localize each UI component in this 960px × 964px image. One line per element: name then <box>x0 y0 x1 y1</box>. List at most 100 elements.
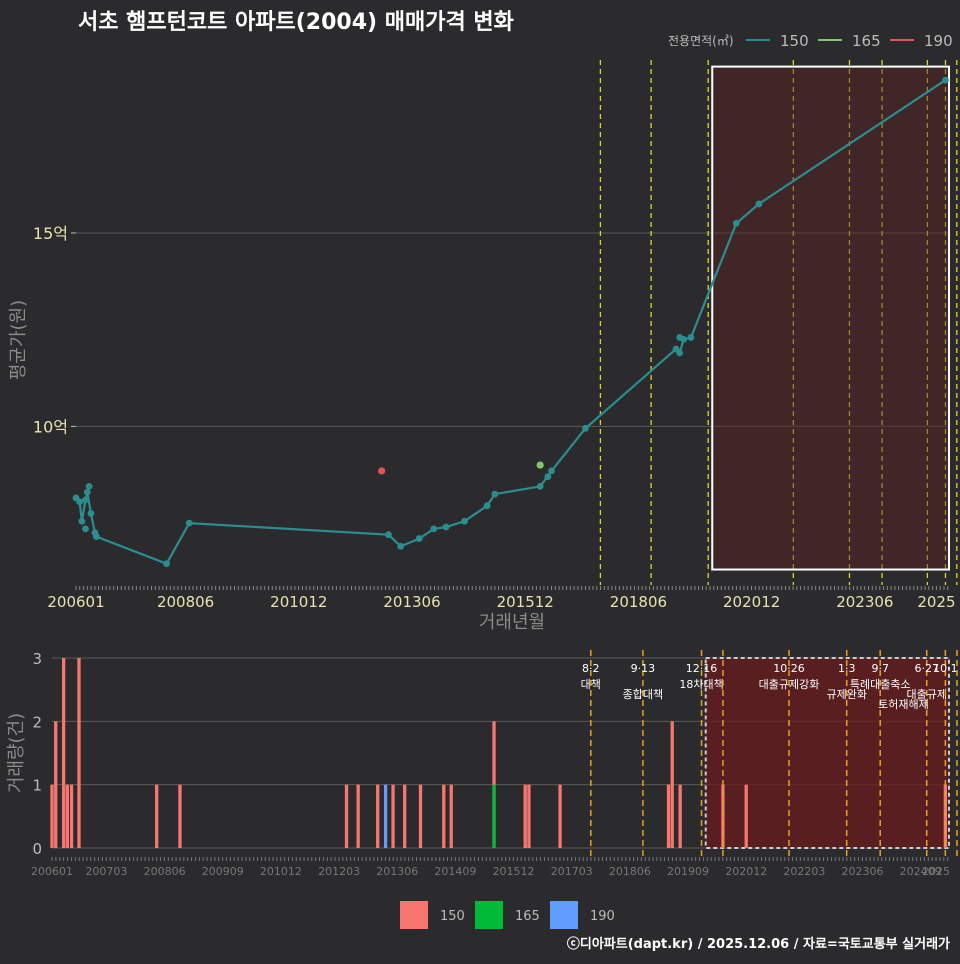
volume-legend-label-165: 165 <box>515 909 540 924</box>
price-point-150 <box>536 482 544 490</box>
policy-date-label: 9·13 <box>631 662 656 675</box>
volume-bar-150 <box>442 784 446 848</box>
policy-date-label: 9·7 <box>871 662 889 675</box>
price-point-150 <box>87 510 95 517</box>
volume-bar-150 <box>54 721 58 848</box>
volume-bar-150 <box>155 784 159 848</box>
price-point-150 <box>397 542 405 550</box>
policy-date-label: 1·3 <box>838 662 856 675</box>
volume-bar-150 <box>344 784 349 848</box>
policy-name-label: 대출규제강화 <box>759 678 820 691</box>
volume-bar-150 <box>523 784 527 848</box>
volume-bar-150 <box>178 784 182 848</box>
price-x-tick-label: 201012 <box>270 593 327 611</box>
volume-bar-150 <box>50 784 54 848</box>
price-x-tick-label: 201512 <box>497 593 554 611</box>
volume-x-tick-label: 202012 <box>725 865 767 878</box>
volume-y-tick-label: 2 <box>32 713 42 731</box>
policy-date-label: 10·1 <box>933 662 958 675</box>
price-point-150 <box>430 525 438 533</box>
price-y-tick-label: 15억 <box>33 224 68 243</box>
price-x-tick-label: 201306 <box>383 593 440 611</box>
price-x-axis-title: 거래년월 <box>479 612 545 633</box>
volume-x-tick-label: 200703 <box>85 865 127 878</box>
price-legend-label-165: 165 <box>852 32 881 50</box>
price-point-150 <box>676 349 684 357</box>
volume-y-tick-label: 3 <box>32 650 42 668</box>
price-highlight-box <box>711 65 951 571</box>
volume-bar-150 <box>403 784 407 848</box>
volume-x-tick-label: 202306 <box>842 865 884 878</box>
price-point-150 <box>483 502 491 510</box>
policy-date-label: 12·16 <box>686 662 718 675</box>
volume-bar-150 <box>391 784 395 848</box>
volume-bar-150 <box>744 784 748 848</box>
volume-bar-150 <box>61 658 66 848</box>
price-point-150 <box>83 488 91 496</box>
volume-bar-150 <box>678 784 682 848</box>
volume-legend-key-150 <box>400 901 428 929</box>
volume-x-tick-label: 201703 <box>551 865 593 878</box>
price-point-150 <box>544 473 552 481</box>
volume-legend-label-150: 150 <box>440 909 465 924</box>
price-point-150 <box>461 517 468 525</box>
price-point-150 <box>582 424 589 432</box>
volume-bar-150 <box>492 721 496 848</box>
price-legend-label-150: 150 <box>780 32 809 50</box>
volume-x-tick-label: 201203 <box>318 865 360 878</box>
volume-legend-label-190: 190 <box>590 909 615 924</box>
volume-legend-key-190 <box>550 901 578 929</box>
policy-name-label: 토허재해제 <box>878 697 929 711</box>
volume-bar-150 <box>721 784 725 848</box>
volume-x-tick-label: 200806 <box>144 865 186 878</box>
price-point-150 <box>491 490 499 498</box>
price-x-tick-label: 200806 <box>157 593 214 611</box>
price-point-165 <box>536 461 544 469</box>
price-point-150 <box>676 334 684 341</box>
price-y-tick-label: 10억 <box>33 417 68 436</box>
price-x-tick-label: 202306 <box>836 593 893 611</box>
price-point-150 <box>92 533 100 541</box>
volume-x-tick-label: 202409 <box>900 865 942 878</box>
volume-y-axis-title: 거래량(건) <box>6 713 27 793</box>
volume-bar-150 <box>65 784 70 848</box>
volume-bar-150 <box>449 784 453 848</box>
price-point-150 <box>687 334 695 341</box>
price-x-tick-label: 2025 <box>917 593 955 611</box>
volume-x-tick-label: 201012 <box>260 865 302 878</box>
policy-name-label: 대출규제 <box>906 688 946 701</box>
price-point-190 <box>378 467 386 475</box>
price-x-tick-label: 202012 <box>723 593 780 611</box>
price-point-150 <box>82 496 89 504</box>
price-point-150 <box>942 76 949 84</box>
volume-highlight-box <box>704 657 951 849</box>
footer-credit: ⓒ디아파트(dapt.kr) / 2025.12.06 / 자료=국토교통부 실… <box>567 936 950 952</box>
volume-y-tick-label: 0 <box>32 840 42 858</box>
volume-legend-key-165 <box>475 901 503 929</box>
policy-name-label: 종합대책 <box>623 688 663 701</box>
chart-title: 서초 햄프턴코트 아파트(2004) 매매가격 변화 <box>78 10 514 35</box>
volume-bar-150 <box>418 784 423 848</box>
policy-date-label: 8·2 <box>582 662 600 675</box>
volume-bar-150 <box>356 784 360 848</box>
policy-date-label: 10·26 <box>773 662 805 675</box>
volume-x-tick-label: 202203 <box>783 865 825 878</box>
price-point-150 <box>82 525 89 533</box>
legend-title: 전용면적(㎡) <box>668 34 734 48</box>
price-point-150 <box>548 467 555 475</box>
volume-bar-165 <box>492 784 496 848</box>
volume-bar-150 <box>69 784 74 848</box>
price-point-150 <box>755 200 763 208</box>
price-y-axis-title: 평균가(원) <box>8 300 29 380</box>
price-point-150 <box>732 219 740 227</box>
price-x-tick-label: 201806 <box>610 593 667 611</box>
price-point-150 <box>415 535 423 542</box>
volume-x-tick-label: 200909 <box>202 865 244 878</box>
volume-bar-150 <box>527 784 531 848</box>
price-point-150 <box>72 494 80 502</box>
price-x-tick-label: 200601 <box>47 593 104 611</box>
volume-bar-150 <box>666 784 671 848</box>
price-point-150 <box>85 482 93 490</box>
